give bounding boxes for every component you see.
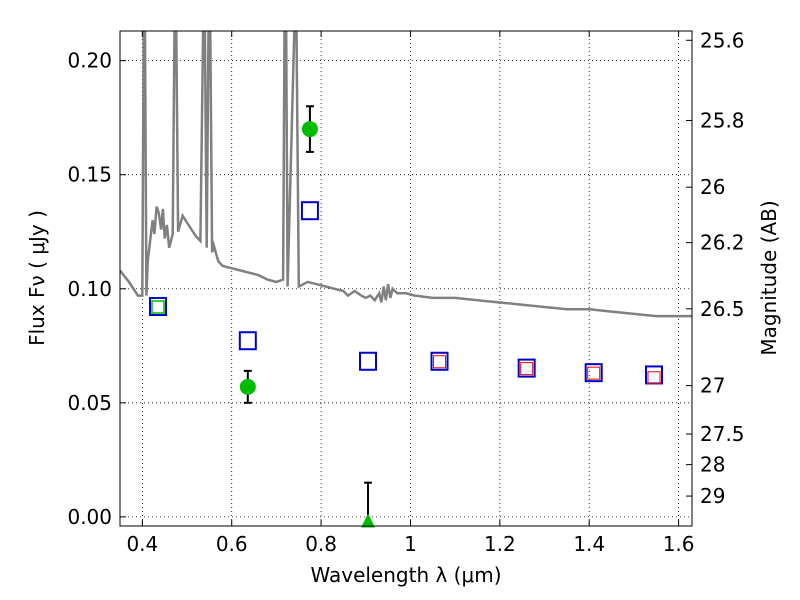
y-tick-label: 0.10	[67, 277, 112, 301]
model-flux-square	[517, 358, 536, 378]
x-tick-label: 0.4	[126, 532, 158, 556]
model-flux-square	[300, 201, 319, 221]
model-flux-square	[430, 351, 449, 371]
markers-layer	[148, 105, 664, 528]
green-flux-square	[151, 300, 165, 314]
alt-flux-square	[587, 366, 601, 380]
y2-tick-label: 26.5	[700, 297, 745, 321]
y-tick-label: 0.20	[67, 49, 112, 73]
y2-tick-label: 27.5	[700, 422, 745, 446]
alt-flux-square	[647, 371, 661, 385]
spectrum-layer	[120, 31, 692, 318]
x-tick-label: 0.6	[216, 532, 248, 556]
x-tick-label: 1.2	[484, 532, 516, 556]
model-spectrum-line	[120, 31, 692, 318]
x-axis-label: Wavelength λ (μm)	[310, 563, 501, 587]
x-tick-label: 1	[404, 532, 417, 556]
y-tick-label: 0.05	[67, 391, 112, 415]
y2-tick-label: 27	[700, 374, 725, 398]
model-flux-square	[148, 297, 167, 317]
model-flux-square	[359, 351, 378, 371]
y-tick-label: 0.15	[67, 163, 112, 187]
y2-tick-label: 25.8	[700, 108, 745, 132]
observed-flux-point	[301, 121, 318, 138]
ticks: 0.4 0.6 0.8 1 1.2 1.4 1.6 0.00 0.05 0.10 0.15 0.20 2…	[67, 28, 744, 556]
grid	[120, 31, 692, 526]
y-tick-label: 0.00	[67, 505, 112, 529]
y2-tick-label: 26	[700, 175, 725, 199]
y2-tick-label: 28	[700, 453, 725, 477]
alt-flux-square	[433, 355, 447, 369]
alt-flux-square	[520, 362, 534, 376]
y2-axis-label: Magnitude (AB)	[757, 200, 781, 355]
y2-tick-label: 26.2	[700, 231, 745, 255]
plot-frame	[119, 30, 693, 527]
x-tick-label: 1.6	[663, 532, 695, 556]
model-flux-square	[238, 331, 257, 351]
observed-flux-point	[239, 378, 256, 395]
y2-tick-label: 29	[700, 484, 725, 508]
x-tick-label: 0.8	[305, 532, 337, 556]
y2-tick-label: 25.6	[700, 28, 745, 52]
model-flux-square	[584, 363, 603, 383]
x-tick-label: 1.4	[573, 532, 605, 556]
y-axis-label: Flux Fν ( μJy )	[25, 210, 49, 346]
upper-limit-triangle	[361, 513, 376, 528]
